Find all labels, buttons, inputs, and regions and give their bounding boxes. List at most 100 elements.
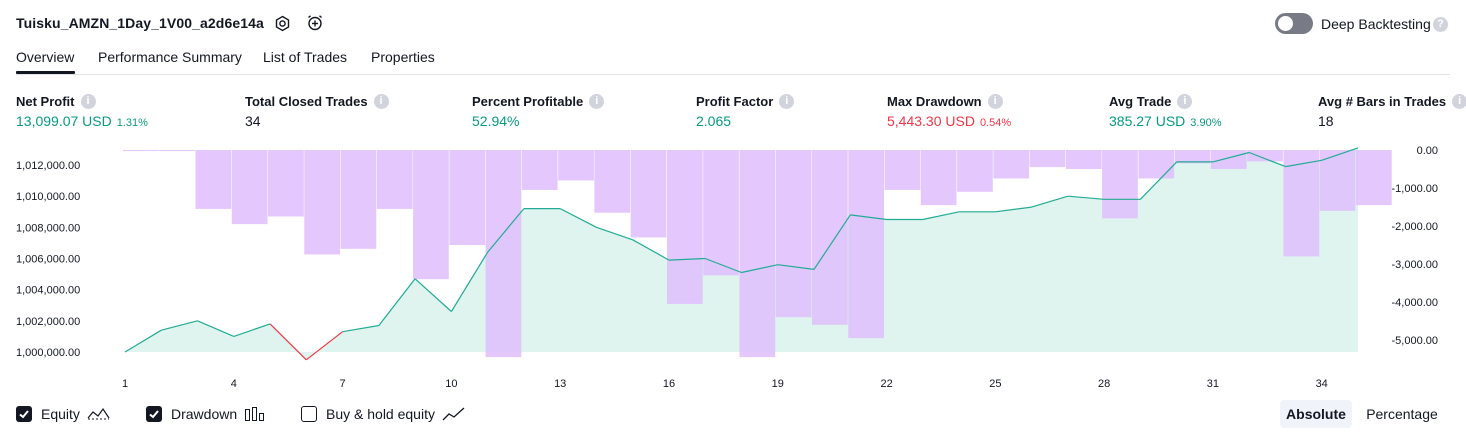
- metric-pct: 3.90%: [1190, 117, 1222, 129]
- x-tick: 1: [122, 378, 128, 390]
- info-icon[interactable]: i: [1177, 94, 1193, 109]
- deep-backtesting-toggle[interactable]: [1275, 13, 1313, 34]
- equity-line-segment: [414, 278, 452, 312]
- metric-label-text: Net Profit: [16, 94, 75, 109]
- equity-line-segment: [850, 214, 887, 221]
- x-tick: 19: [772, 378, 784, 390]
- drawdown-bar[interactable]: [1247, 150, 1283, 162]
- tab-list-of-trades[interactable]: List of Trades: [263, 49, 348, 65]
- equity-line-segment: [741, 264, 778, 274]
- y-right-tick: -2,000.00: [1392, 221, 1438, 233]
- drawdown-bar[interactable]: [195, 150, 232, 209]
- equity-line-segment: [233, 323, 271, 337]
- checkbox-checked-icon[interactable]: [146, 406, 162, 422]
- y-right-tick: -5,000.00: [1392, 335, 1438, 347]
- tab-properties[interactable]: Properties: [371, 49, 435, 65]
- drawdown-bar[interactable]: [594, 150, 631, 213]
- drawdown-bar[interactable]: [268, 150, 304, 217]
- drawdown-bar[interactable]: [1319, 150, 1356, 211]
- help-icon[interactable]: ?: [1433, 17, 1448, 32]
- drawdown-bar[interactable]: [1102, 150, 1138, 219]
- drawdown-bar[interactable]: [957, 150, 993, 192]
- drawdown-bar[interactable]: [1174, 150, 1211, 164]
- drawdown-bar[interactable]: [920, 150, 957, 206]
- strategy-title: Tuisku_AMZN_1Day_1V00_a2d6e14a: [16, 15, 264, 31]
- drawdown-bar[interactable]: [703, 150, 739, 276]
- drawdown-bar[interactable]: [775, 150, 812, 318]
- metric-max-drawdown-value: 5,443.30 USD 0.54%: [887, 113, 1011, 129]
- equity-line-segment: [1285, 159, 1322, 168]
- y-left-tick: 1,008,000.00: [16, 222, 80, 234]
- percentage-button[interactable]: Percentage: [1366, 406, 1438, 422]
- drawdown-bar[interactable]: [558, 150, 594, 181]
- drawdown-bar[interactable]: [1065, 150, 1102, 169]
- metric-value-text: 18: [1318, 113, 1334, 129]
- drawdown-bar[interactable]: [449, 150, 486, 245]
- gear-icon[interactable]: [272, 13, 292, 33]
- drawdown-bar[interactable]: [1356, 150, 1392, 206]
- drawdown-bar[interactable]: [1138, 150, 1175, 179]
- y-right-tick: 0.00: [1417, 145, 1438, 157]
- checkbox-unchecked-icon[interactable]: [301, 406, 317, 422]
- drawdown-bar[interactable]: [1283, 150, 1320, 257]
- drawdown-bar[interactable]: [485, 150, 522, 358]
- legend-equity-label: Equity: [41, 406, 80, 422]
- drawdown-bar[interactable]: [667, 150, 703, 304]
- equity-line-segment: [777, 264, 815, 270]
- tab-overview[interactable]: Overview: [16, 49, 75, 65]
- drawdown-bar[interactable]: [739, 150, 776, 358]
- drawdown-bar[interactable]: [304, 150, 340, 255]
- equity-area: [125, 147, 1358, 360]
- equity-line-segment: [922, 211, 960, 221]
- info-icon[interactable]: i: [373, 94, 389, 109]
- drawdown-bar[interactable]: [413, 150, 449, 280]
- info-icon[interactable]: i: [589, 94, 605, 109]
- metric-avg-trade-label: Avg Trade i: [1109, 94, 1193, 109]
- drawdown-bar[interactable]: [231, 150, 268, 225]
- metric-value-text: 385.27 USD: [1109, 113, 1186, 129]
- legend-drawdown-label: Drawdown: [171, 406, 238, 422]
- add-alert-icon[interactable]: [305, 13, 325, 33]
- info-icon[interactable]: i: [779, 94, 795, 109]
- equity-drawdown-chart[interactable]: 1,012,000.00 1,010,000.00 1,008,000.00 1,00…: [0, 135, 1466, 395]
- x-tick: 25: [989, 378, 1001, 390]
- drawdown-bar[interactable]: [884, 150, 921, 190]
- drawdown-bar[interactable]: [123, 150, 159, 151]
- drawdown-bar[interactable]: [993, 150, 1030, 179]
- absolute-button[interactable]: Absolute: [1280, 400, 1352, 428]
- drawdown-bar[interactable]: [848, 150, 884, 339]
- equity-line-segment: [632, 239, 670, 261]
- y-left-tick: 1,006,000.00: [16, 254, 80, 266]
- legend-drawdown[interactable]: Drawdown: [146, 404, 266, 424]
- line-chart-icon: [442, 406, 466, 422]
- legend-equity[interactable]: Equity: [16, 404, 111, 424]
- toggle-knob: [1278, 16, 1293, 31]
- drawdown-bar[interactable]: [1029, 150, 1066, 168]
- metric-value-text: 5,443.30 USD: [887, 113, 975, 129]
- legend-buy-hold-label: Buy & hold equity: [326, 406, 435, 422]
- drawdown-bar[interactable]: [340, 150, 377, 249]
- metric-net-profit-label: Net Profit i: [16, 94, 96, 109]
- metric-avg-trade-value: 385.27 USD 3.90%: [1109, 113, 1221, 129]
- drawdown-bar[interactable]: [521, 150, 558, 190]
- drawdown-bar[interactable]: [812, 150, 848, 325]
- equity-line-segment: [1031, 195, 1069, 208]
- x-tick: 22: [880, 378, 892, 390]
- info-icon[interactable]: i: [987, 94, 1003, 109]
- legend-buy-hold[interactable]: Buy & hold equity: [301, 404, 466, 424]
- y-left-tick: 1,002,000.00: [16, 316, 80, 328]
- equity-line-segment: [668, 257, 706, 261]
- x-tick: 28: [1098, 378, 1110, 390]
- metric-profit-factor-value: 2.065: [696, 113, 731, 129]
- info-icon[interactable]: i: [80, 94, 96, 109]
- info-icon[interactable]: i: [1452, 94, 1466, 109]
- drawdown-bar[interactable]: [630, 150, 667, 238]
- drawdown-bar[interactable]: [159, 150, 195, 151]
- drawdown-bar[interactable]: [1210, 150, 1247, 169]
- metric-total-closed-trades-value: 34: [245, 113, 261, 129]
- equity-line-segment: [124, 329, 162, 353]
- checkbox-checked-icon[interactable]: [16, 406, 32, 422]
- x-tick: 31: [1207, 378, 1219, 390]
- tab-performance-summary[interactable]: Performance Summary: [98, 49, 242, 65]
- drawdown-bar[interactable]: [376, 150, 413, 209]
